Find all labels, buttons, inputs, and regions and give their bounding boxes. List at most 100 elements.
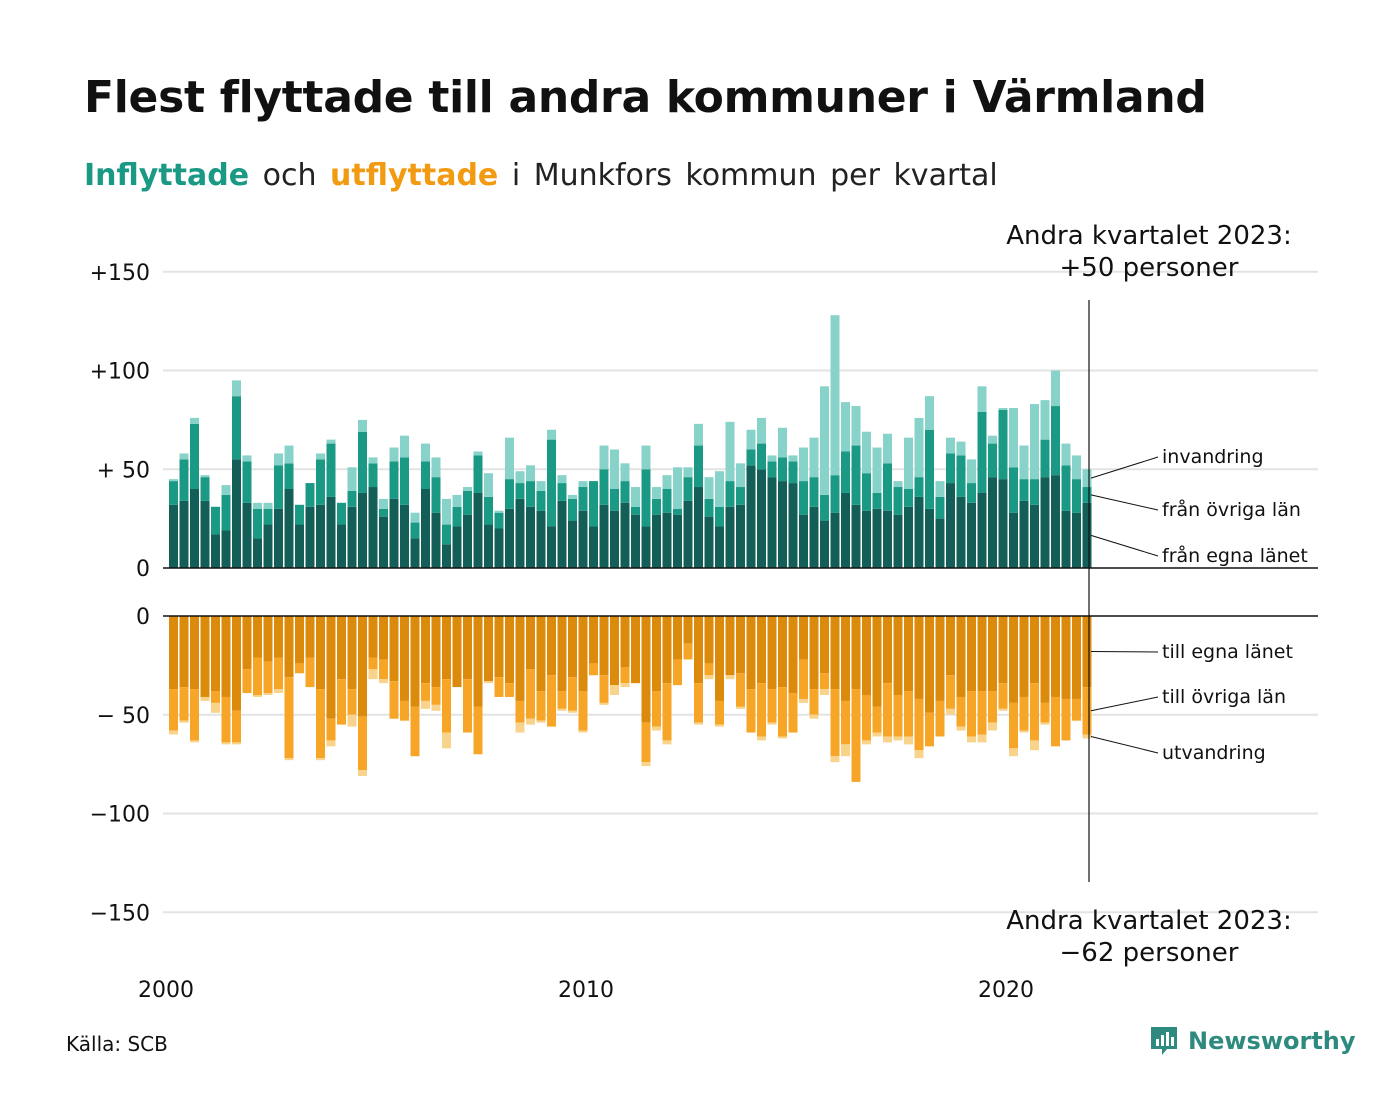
bar-inflow-abroad [599,445,609,470]
bar-inflow-other [862,473,871,511]
bar-outflow-own [242,616,252,670]
bar-outflow-abroad [221,742,231,745]
bar-outflow-abroad [872,732,882,737]
bar-inflow-other [652,498,661,515]
bar-outflow-other [914,698,924,751]
axes [163,567,1318,617]
bar-inflow-abroad [757,417,766,444]
bar-outflow-other [536,691,546,721]
bar-outflow-own [904,616,913,692]
bar-inflow-own [778,481,787,568]
bar-outflow-own [1061,616,1071,699]
bar-outflow-other [316,689,325,759]
gridlines [163,270,1318,914]
bar-inflow-abroad [242,455,252,462]
bar-inflow-abroad [956,441,966,456]
bar-outflow-own [463,616,472,680]
bar-outflow-other [704,663,714,676]
bar-inflow-own [316,504,325,568]
series-label-connector [1090,456,1159,479]
bar-outflow-other [1061,698,1071,741]
bar-outflow-own [746,616,756,690]
bar-inflow-other [935,496,945,519]
bar-outflow-own [263,616,273,662]
bar-inflow-other [232,396,241,460]
bar-inflow-own [263,524,273,568]
bar-inflow-own [190,489,199,568]
bar-inflow-abroad [725,421,735,482]
bar-inflow-abroad [977,386,987,412]
bar-inflow-other [200,477,210,501]
bar-outflow-other [662,683,672,741]
bar-inflow-own [872,508,882,568]
bar-inflow-other [809,477,819,507]
bar-outflow-other [358,716,367,771]
bar-inflow-abroad [935,481,945,497]
series-label-connector [1090,696,1159,712]
bar-inflow-own [904,506,913,568]
bar-inflow-abroad [284,445,294,464]
bar-outflow-own [547,616,556,676]
bar-inflow-abroad [557,475,567,484]
bar-outflow-abroad [977,734,987,743]
bar-inflow-other [484,496,493,525]
bar-inflow-own [1072,512,1081,568]
bar-inflow-abroad [641,445,651,470]
bar-outflow-other [232,710,241,743]
bar-inflow-other [473,455,483,493]
bar-outflow-own [788,616,798,694]
bar-inflow-abroad [841,402,850,452]
bar-inflow-other [190,423,199,489]
bar-outflow-own [505,616,514,684]
bar-inflow-own [841,492,850,568]
bar-inflow-other [169,481,178,505]
bar-outflow-own [946,616,955,676]
bar-inflow-own [473,492,483,568]
bar-inflow-other [557,483,567,501]
bar-inflow-abroad [253,502,262,509]
bar-outflow-own [673,616,682,660]
bar-inflow-own [757,469,766,568]
bar-outflow-other [473,706,483,755]
bar-inflow-own [620,502,630,568]
bar-outflow-other [862,695,871,741]
bar-outflow-abroad [967,736,976,743]
bar-inflow-other [946,453,955,484]
bar-outflow-other [263,661,273,694]
bar-inflow-abroad [316,453,325,460]
bar-inflow-abroad [505,437,514,480]
bar-outflow-other [547,675,556,727]
bar-inflow-other [221,494,231,531]
bar-outflow-abroad [284,758,294,761]
bar-outflow-own [1019,616,1029,697]
bar-inflow-other [295,504,304,525]
bar-outflow-other [284,677,294,759]
bar-inflow-other [505,479,514,509]
bar-outflow-other [179,687,189,721]
bar-outflow-other [190,689,199,741]
bar-inflow-own [641,526,651,568]
bar-inflow-abroad [358,419,367,432]
bar-inflow-abroad [967,459,976,484]
bar-inflow-abroad [494,510,504,513]
series-label-inflow: från övriga län [1162,498,1301,521]
bar-inflow-other [662,489,672,513]
bar-outflow-own [484,616,493,682]
bar-inflow-abroad [410,512,420,523]
bar-outflow-other [641,722,651,763]
bar-outflow-other [410,706,420,757]
bar-outflow-other [337,679,346,725]
bar-outflow-abroad [704,675,714,680]
series-label-outflow: utvandring [1162,742,1266,764]
bar-outflow-own [925,616,934,713]
bar-inflow-abroad [662,475,672,489]
bar-inflow-other [673,508,682,515]
bar-inflow-abroad [830,315,840,476]
bar-outflow-own [494,616,504,678]
inflow-bars [169,315,1092,568]
bar-outflow-other [578,691,588,731]
bar-inflow-other [1082,487,1092,503]
bar-outflow-other [820,673,829,690]
bar-inflow-own [211,534,220,568]
y-tick-label-top: +150 [90,261,150,286]
